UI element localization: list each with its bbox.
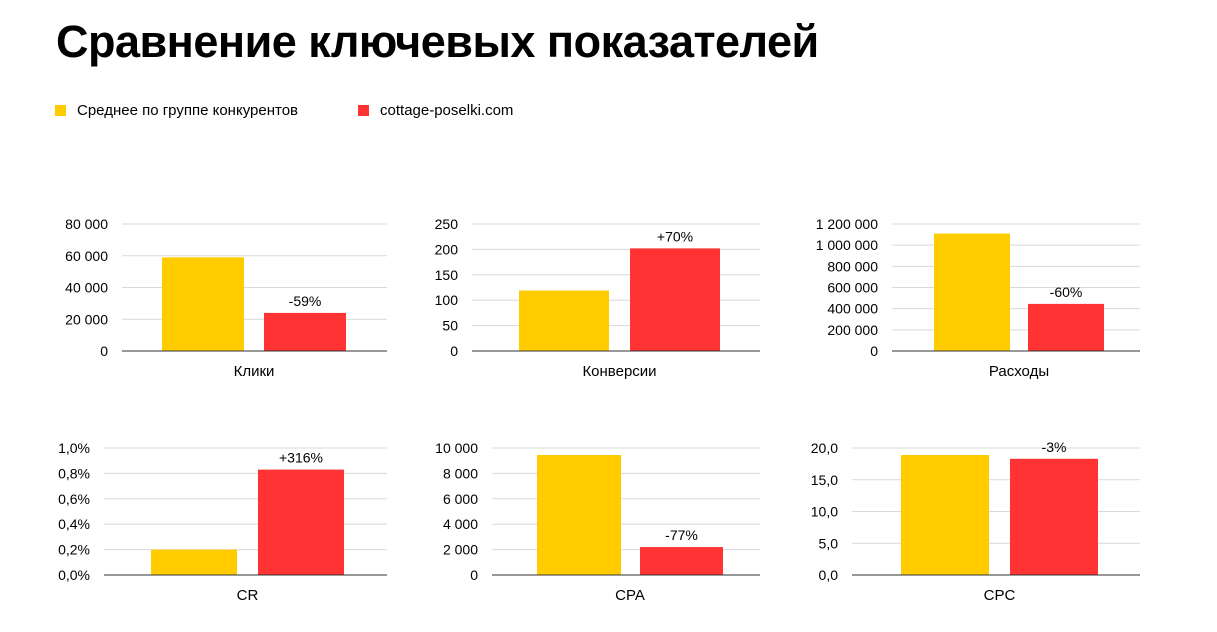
legend-label-competitors: Среднее по группе конкурентов: [77, 102, 299, 119]
chart-panel-1: 0 20 000 40 000 60 000 80 000 -59% Клики: [65, 216, 387, 380]
page-title: Сравнение ключевых показателей: [56, 16, 819, 67]
legend: Среднее по группе конкурентов cottage-po…: [55, 102, 573, 119]
x-category-label: CR: [237, 587, 259, 604]
y-tick-label: 100: [435, 292, 459, 308]
y-tick-label: 0: [870, 343, 878, 359]
y-tick-label: 40 000: [65, 280, 108, 296]
y-tick-label: 1 000 000: [816, 237, 878, 253]
y-tick-label: 4 000: [443, 516, 478, 532]
bar-competitors: [537, 454, 621, 575]
y-tick-label: 0,4%: [58, 516, 90, 532]
x-category-label: CPA: [615, 587, 645, 604]
bar-competitors: [162, 257, 244, 351]
y-tick-label: 60 000: [65, 248, 108, 264]
y-tick-label: 0,0: [819, 567, 839, 583]
y-tick-label: 80 000: [65, 216, 108, 232]
bar-site: [258, 469, 344, 575]
y-tick-label: 2 000: [443, 542, 478, 558]
y-tick-label: 0,2%: [58, 542, 90, 558]
data-label-change: -77%: [665, 527, 698, 543]
data-label-change: -59%: [289, 293, 322, 309]
bar-site: [264, 312, 346, 351]
legend-label-site: cottage-poselki.com: [380, 102, 514, 119]
y-tick-label: 250: [435, 216, 459, 232]
y-tick-label: 1 200 000: [816, 216, 878, 232]
y-tick-label: 1,0%: [58, 440, 90, 456]
legend-item-site: cottage-poselki.com: [358, 102, 513, 119]
legend-swatch-site: [358, 105, 370, 116]
data-label-change: +316%: [279, 450, 323, 466]
bar-site: [1010, 458, 1098, 575]
y-tick-label: 8 000: [443, 465, 478, 481]
y-tick-label: 200 000: [827, 322, 878, 338]
y-tick-label: 50: [442, 318, 458, 334]
legend-item-competitors: Среднее по группе конкурентов: [55, 102, 298, 119]
y-tick-label: 0: [450, 343, 458, 359]
legend-swatch-competitors: [55, 105, 66, 116]
x-category-label: CPC: [984, 587, 1016, 604]
data-label-change: -60%: [1050, 284, 1083, 300]
bar-competitors: [519, 290, 609, 351]
y-tick-label: 20 000: [65, 311, 108, 327]
data-label-change: +70%: [657, 228, 693, 244]
bar-competitors: [934, 233, 1010, 351]
y-tick-label: 20,0: [811, 440, 838, 456]
y-tick-label: 0: [100, 343, 108, 359]
y-tick-label: 400 000: [827, 301, 878, 317]
y-tick-label: 0: [470, 567, 478, 583]
y-tick-label: 10,0: [811, 504, 838, 520]
y-tick-label: 0,6%: [58, 491, 90, 507]
y-tick-label: 200: [435, 241, 459, 257]
y-tick-label: 15,0: [811, 472, 838, 488]
bar-site: [1028, 303, 1104, 351]
y-tick-label: 5,0: [819, 535, 839, 551]
y-tick-label: 0,0%: [58, 567, 90, 583]
bar-site: [640, 547, 723, 575]
y-tick-label: 0,8%: [58, 465, 90, 481]
chart-panel-5: 0 2 000 4 000 6 000 8 000 10 000 -77% CPA: [435, 440, 760, 604]
x-category-label: Клики: [234, 363, 275, 380]
bar-competitors: [151, 549, 237, 575]
chart-panel-4: 0,0% 0,2% 0,4% 0,6% 0,8% 1,0% +316% CR: [58, 440, 387, 604]
y-tick-label: 10 000: [435, 440, 478, 456]
y-tick-label: 800 000: [827, 258, 878, 274]
chart-panel-3: 0 200 000 400 000 600 000 800 000 1 000 000 1 …: [816, 216, 1140, 380]
x-category-label: Конверсии: [582, 363, 656, 380]
chart-panel-2: 0 50 100 150 200 250 +70% Конверсии: [435, 216, 760, 380]
bar-site: [630, 248, 720, 351]
data-label-change: -3%: [1042, 439, 1067, 455]
bar-competitors: [901, 454, 989, 575]
y-tick-label: 6 000: [443, 491, 478, 507]
x-category-label: Расходы: [989, 363, 1049, 380]
y-tick-label: 150: [435, 267, 459, 283]
chart-panel-6: 0,0 5,0 10,0 15,0 20,0 -3% CPC: [811, 439, 1140, 604]
y-tick-label: 600 000: [827, 280, 878, 296]
